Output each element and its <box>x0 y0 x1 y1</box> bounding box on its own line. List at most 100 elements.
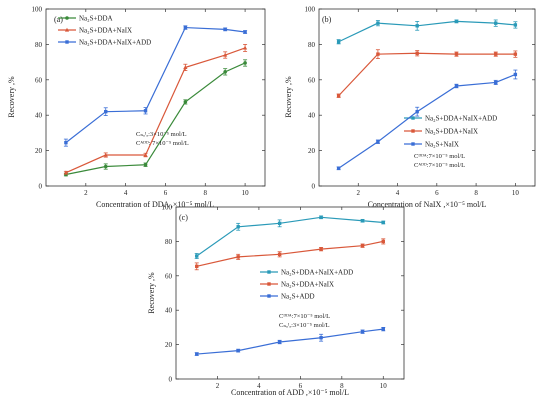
x-tick-label: 6 <box>299 382 303 390</box>
y-tick-label: 100 <box>162 204 173 212</box>
data-point <box>143 109 148 113</box>
data-point <box>360 330 365 334</box>
data-point <box>195 264 199 269</box>
series-3 <box>63 25 248 147</box>
data-point <box>195 352 199 356</box>
data-point <box>183 100 188 104</box>
data-point <box>277 340 282 344</box>
x-tick-label: 8 <box>474 189 478 197</box>
x-tick-label: 2 <box>216 382 220 390</box>
data-point <box>381 327 385 331</box>
data-point <box>454 52 459 56</box>
legend-marker <box>411 129 415 133</box>
plot-frame <box>175 206 405 380</box>
data-point <box>454 19 459 24</box>
panel-label: (b) <box>322 15 332 24</box>
legend-label: Na₂S+NaIX <box>425 141 459 149</box>
x-tick-label: 4 <box>396 189 400 197</box>
data-point <box>277 221 282 226</box>
x-axis-title: Concentration of DDA ,×10⁻⁵ mol/L <box>96 200 214 209</box>
data-point <box>223 70 227 74</box>
data-point <box>513 72 518 77</box>
data-point <box>336 40 341 44</box>
x-tick-label: 4 <box>124 189 128 197</box>
data-point <box>183 25 188 30</box>
x-tick-label: 4 <box>257 382 261 390</box>
data-point <box>494 21 498 25</box>
legend-entry: Na₂S+DDA+NaIX+ADD <box>404 115 497 123</box>
x-tick-label: 10 <box>242 189 250 197</box>
legend-label: Na₂S+ADD <box>281 293 315 301</box>
legend-entry: Na₂S+NaIX <box>404 141 459 149</box>
data-point <box>454 84 459 88</box>
legend-marker <box>64 27 70 32</box>
series-3 <box>194 326 386 356</box>
y-tick-label: 100 <box>32 6 43 14</box>
data-point <box>195 254 199 258</box>
data-point <box>376 140 380 144</box>
x-tick-label: 10 <box>512 189 520 197</box>
data-point <box>223 52 228 57</box>
y-tick-label: 60 <box>165 272 173 280</box>
legend-marker <box>267 282 271 286</box>
data-point <box>103 152 108 157</box>
data-point <box>242 45 248 50</box>
series-line <box>338 20 516 43</box>
plot-frame <box>318 8 536 187</box>
data-point <box>494 80 498 85</box>
series-line <box>65 47 246 174</box>
y-tick-label: 80 <box>165 238 173 246</box>
series-line <box>338 52 516 97</box>
y-tick-label: 100 <box>305 6 316 14</box>
legend-entry: Na₂S+DDA+NaIX+ADD <box>58 39 151 47</box>
y-tick-label: 20 <box>308 147 316 155</box>
condition-annotation: Cᴬᴰᴰ: 7×10⁻⁵ mol/L <box>136 140 189 147</box>
x-axis-title: Concentration of ADD ,×10⁻⁵ mol/L <box>231 388 349 397</box>
data-point <box>103 164 108 169</box>
legend-entry: Na₂S+ADD <box>260 293 315 301</box>
chart-panel-2: 0 20 40 60 80 100 2 4 6 8 10 Concentration of NaIX … <box>284 6 536 209</box>
legend-label: Na₂S+DDA+NaIX+ADD <box>79 39 151 47</box>
data-point <box>513 52 518 56</box>
data-point <box>236 348 240 353</box>
y-tick-label: 60 <box>308 76 316 84</box>
data-point <box>513 23 518 27</box>
data-point <box>376 52 380 56</box>
series-2 <box>336 49 518 98</box>
legend-entry: Na₂S+DDA+NaIX <box>260 281 334 289</box>
legend-marker <box>65 40 69 44</box>
data-point <box>336 94 341 98</box>
series-line <box>196 328 384 355</box>
legend-entry: Na₂S+DDA+NaIX <box>404 128 478 136</box>
x-tick-label: 2 <box>357 189 361 197</box>
series-line <box>338 73 516 169</box>
data-point <box>336 166 341 170</box>
series-3 <box>336 69 518 171</box>
series-1 <box>63 59 248 177</box>
legend-marker <box>267 270 271 274</box>
x-tick-label: 2 <box>84 189 88 197</box>
series-line <box>65 62 246 176</box>
condition-annotation: Cᴰᴰᴬ:7×10⁻⁵ mol/L <box>279 313 330 320</box>
data-point <box>415 109 419 114</box>
legend-label: Na₂S+DDA+NaIX <box>425 128 478 136</box>
legend-entry: Na₂S+DDA+NaIX <box>58 27 132 35</box>
data-point <box>63 170 69 175</box>
legend-label: Na₂S+DDA <box>79 15 113 23</box>
x-tick-label: 6 <box>435 189 439 197</box>
data-point <box>243 61 247 65</box>
legend-marker <box>411 142 415 146</box>
condition-annotation: Cᴬᴰᴰ:7×10⁻⁵ mol/L <box>414 162 465 169</box>
data-point <box>381 239 385 244</box>
data-point <box>494 52 498 56</box>
series-line <box>65 26 246 144</box>
legend-label: Na₂S+DDA+NaIX <box>79 27 132 35</box>
x-tick-label: 6 <box>164 189 168 197</box>
data-point <box>381 220 385 225</box>
y-tick-label: 20 <box>35 147 43 155</box>
series-2 <box>63 44 248 175</box>
data-point <box>183 65 188 70</box>
data-point <box>143 152 148 157</box>
x-tick-label: 8 <box>340 382 344 390</box>
